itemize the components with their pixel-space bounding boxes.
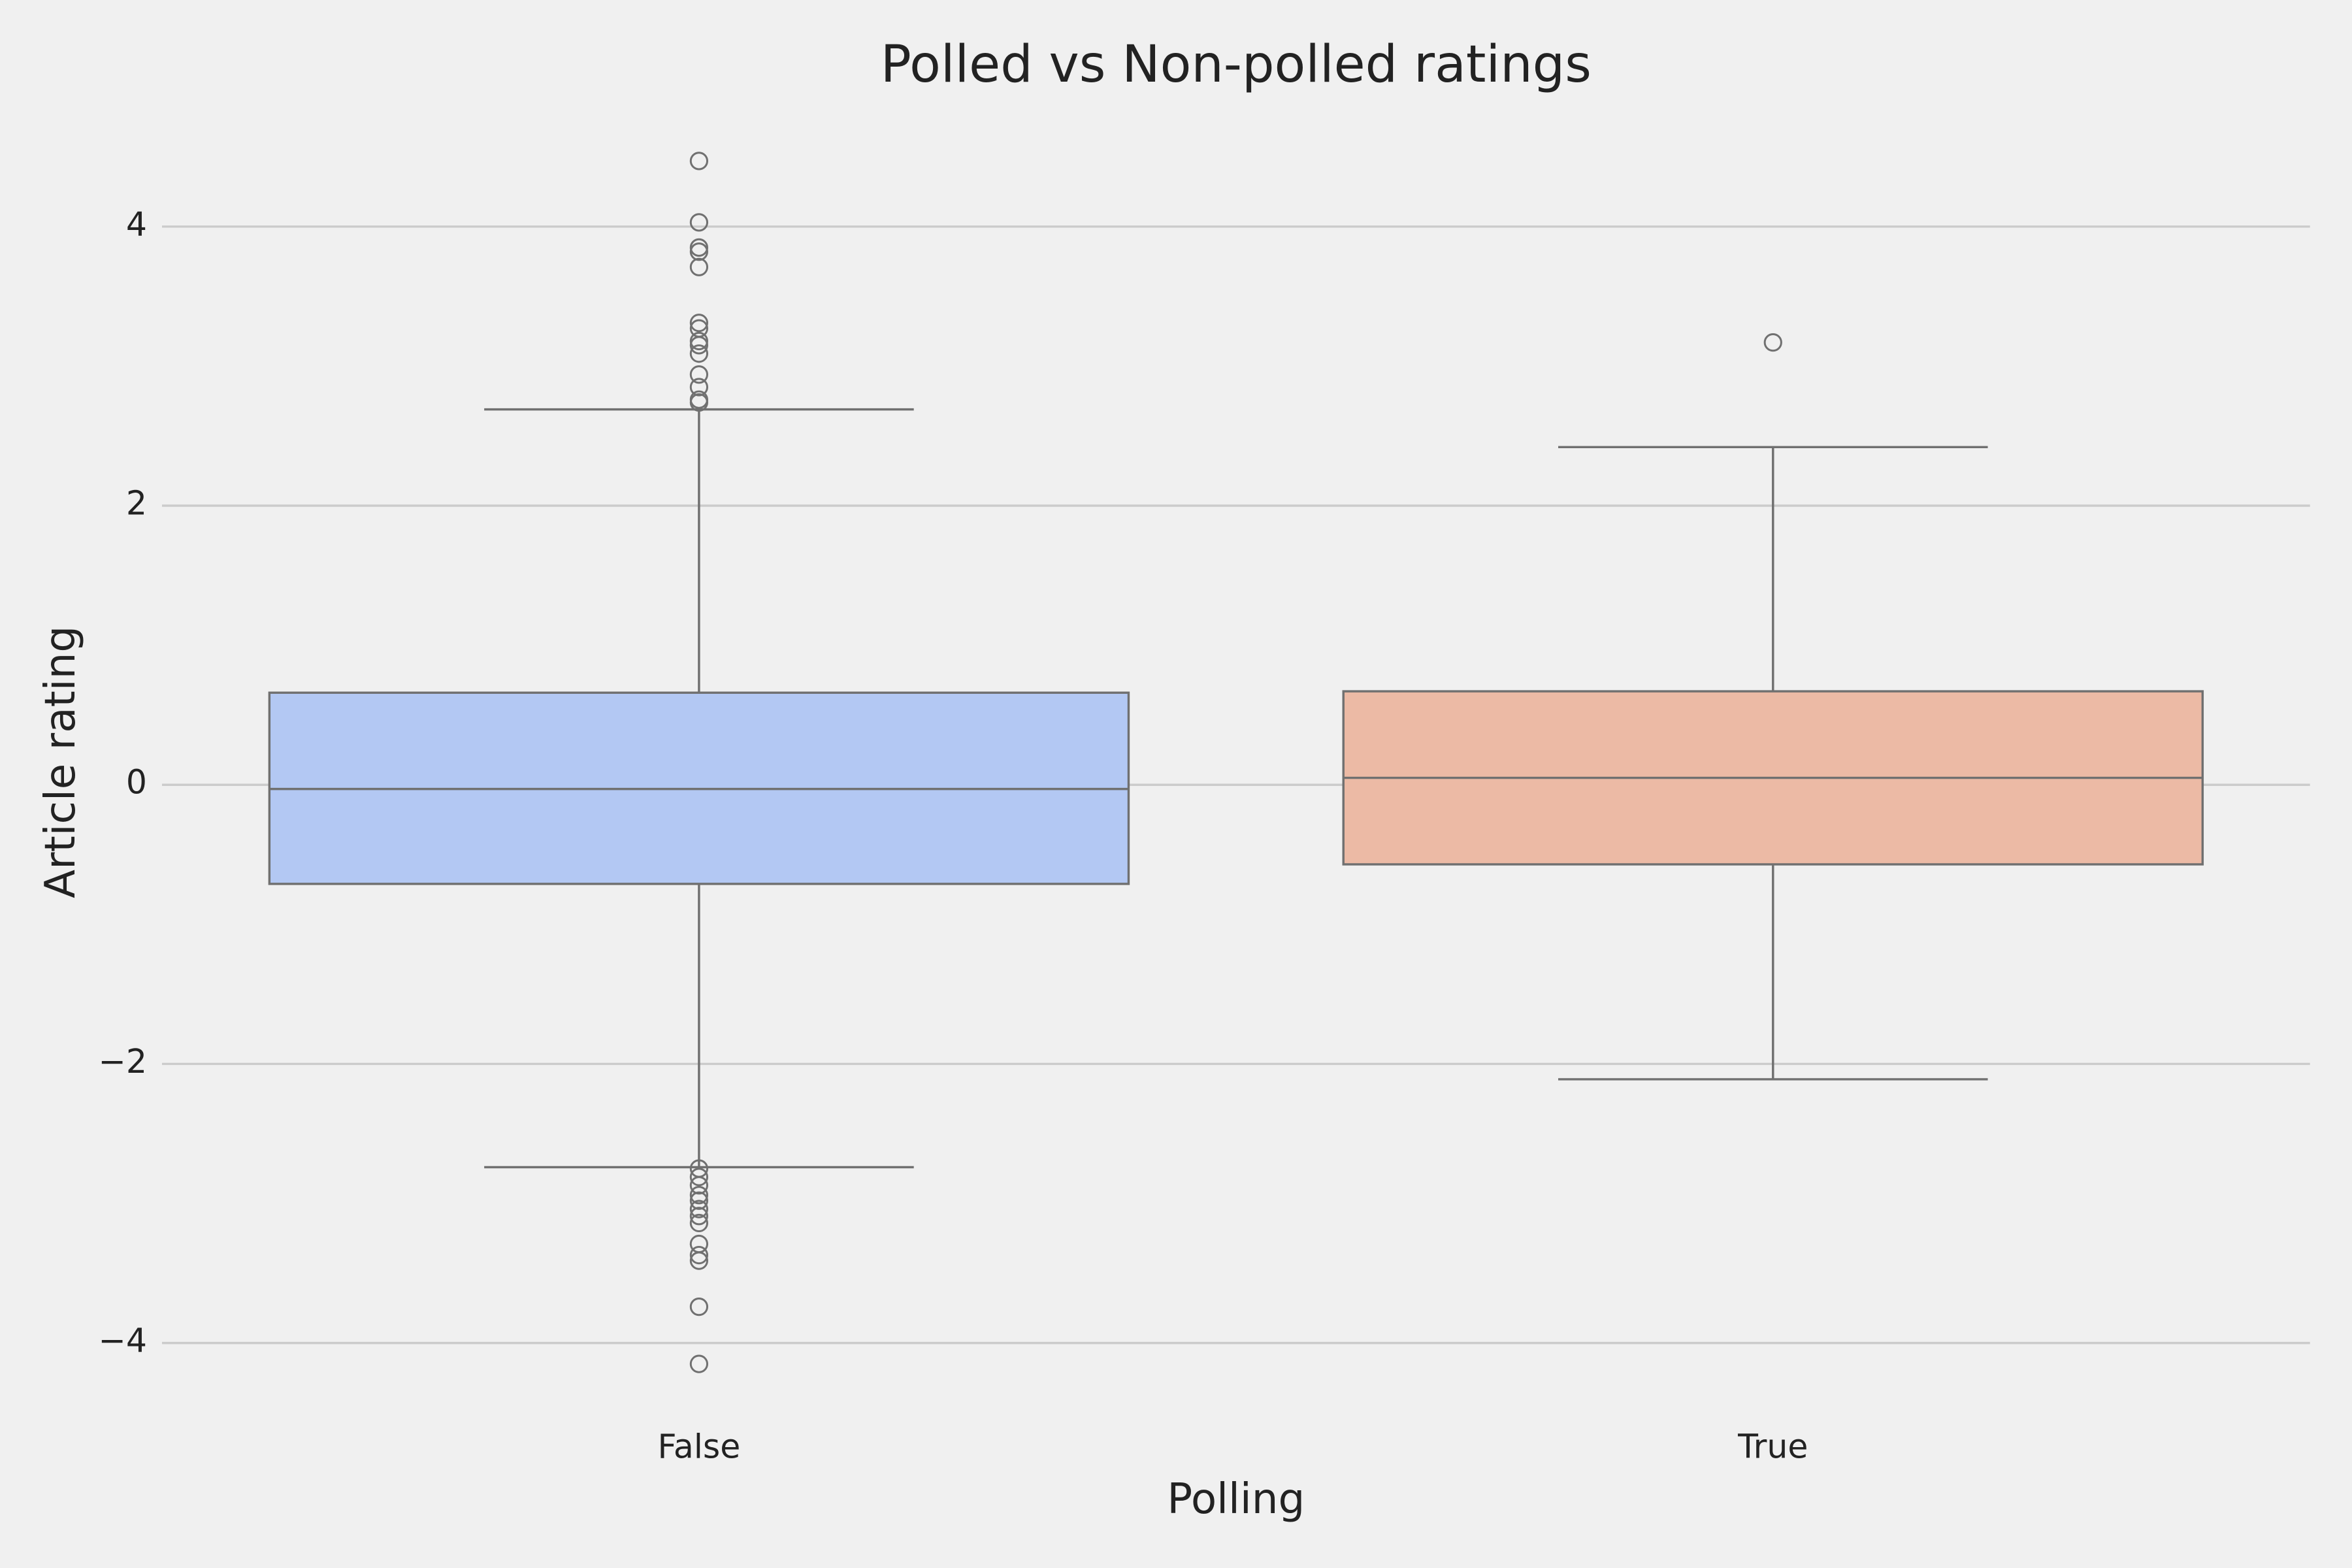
outlier <box>1763 333 1782 352</box>
outlier <box>689 393 709 412</box>
outlier <box>689 314 709 333</box>
outlier <box>689 1176 709 1195</box>
y-axis-label: Article rating <box>36 626 85 898</box>
outlier <box>689 365 709 384</box>
y-tick-label: 4 <box>126 204 147 243</box>
outlier <box>689 257 709 276</box>
x-tick-label: True <box>1737 1427 1808 1465</box>
outlier <box>689 1186 709 1205</box>
y-tick-label: −4 <box>99 1321 147 1360</box>
outlier <box>689 1191 709 1210</box>
chart-title: Polled vs Non-polled ratings <box>881 35 1592 94</box>
outlier <box>689 213 709 232</box>
y-tick-label: −2 <box>99 1042 147 1081</box>
outlier <box>689 344 709 363</box>
x-tick-label: False <box>658 1427 741 1465</box>
outlier <box>689 242 709 261</box>
outlier <box>689 1168 709 1186</box>
y-tick-label: 2 <box>126 484 147 523</box>
outlier <box>689 331 709 351</box>
outlier <box>689 152 709 171</box>
outlier <box>689 1251 709 1270</box>
outlier <box>689 1207 709 1226</box>
outlier <box>689 1297 709 1316</box>
x-axis-label: Polling <box>1167 1475 1305 1524</box>
outlier <box>689 1245 709 1265</box>
outlier <box>689 1200 709 1218</box>
outlier <box>689 238 709 257</box>
outlier <box>689 336 709 355</box>
outlier <box>689 378 709 397</box>
outlier <box>689 1354 709 1373</box>
y-tick-label: 0 <box>126 763 147 802</box>
outlier <box>689 1213 709 1233</box>
